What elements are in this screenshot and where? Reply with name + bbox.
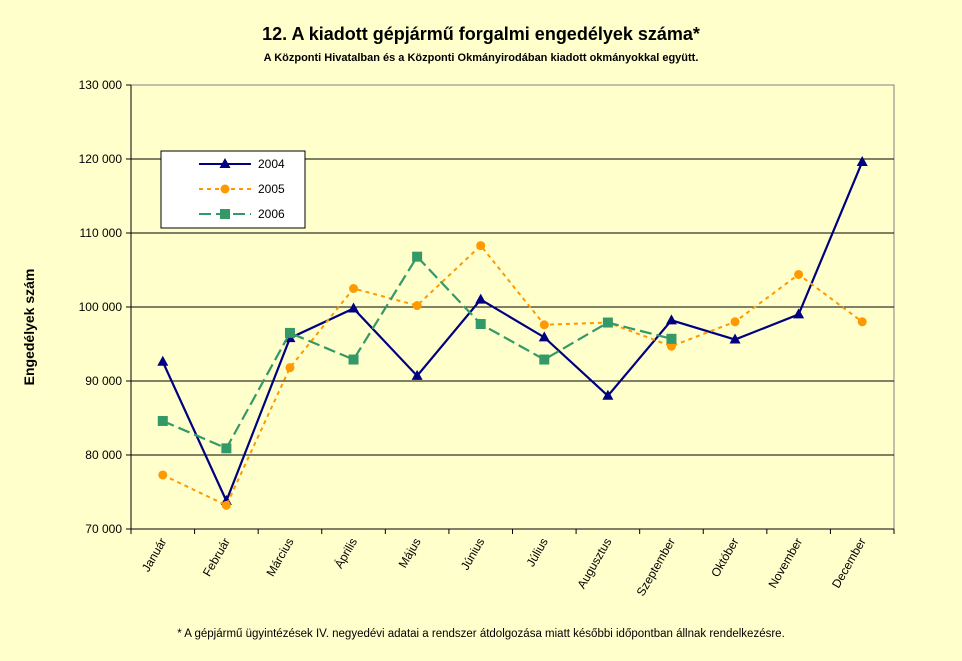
data-point-2006: [666, 333, 677, 344]
data-point-2006: [475, 319, 486, 330]
x-tick-label: Október: [708, 535, 741, 579]
data-point-2005: [857, 317, 867, 327]
data-point-2006: [602, 317, 613, 328]
data-point-2005: [285, 363, 295, 373]
y-tick-label: 70 000: [85, 522, 122, 536]
legend-marker-2004: [219, 158, 231, 168]
data-point-2006: [539, 354, 550, 365]
data-point-2004: [411, 369, 423, 380]
data-point-2004: [793, 308, 805, 319]
chart-subtitle: A Központi Hivatalban és a Központi Okmá…: [263, 52, 699, 64]
x-tick-label: Február: [200, 536, 233, 579]
legend-marker-2006: [220, 209, 230, 219]
series-line-2004: [161, 161, 864, 504]
data-point-2005: [221, 500, 231, 510]
data-point-2006: [157, 415, 168, 426]
legend-marker-2005: [220, 184, 230, 194]
footnote: * A gépjármű ügyintézések IV. negyedévi …: [177, 628, 785, 640]
legend-label: 2004: [258, 157, 285, 171]
y-tick-label: 90 000: [85, 374, 122, 388]
y-tick-label: 130 000: [79, 78, 123, 92]
data-point-2005: [349, 284, 359, 293]
data-point-2004: [475, 293, 487, 304]
y-axis-label: Engedélyek szám: [21, 269, 37, 386]
data-point-2004: [538, 331, 550, 342]
data-point-2006: [221, 443, 232, 454]
x-tick-label: Szeptember: [634, 536, 678, 599]
data-point-2006: [348, 354, 359, 365]
legend-label: 2005: [258, 182, 285, 196]
x-tick-label: Április: [331, 535, 360, 571]
data-point-2005: [158, 470, 168, 480]
series-line-2006: [162, 254, 672, 450]
x-tick-label: Augusztus: [574, 536, 614, 592]
y-tick-label: 120 000: [79, 152, 123, 166]
data-point-2005: [794, 269, 804, 279]
data-point-2006: [412, 251, 423, 262]
x-tick-label: Július: [523, 536, 550, 570]
data-point-2005: [412, 301, 422, 311]
data-point-2004: [729, 333, 741, 344]
x-tick-label: Május: [396, 536, 424, 571]
data-point-2004: [856, 155, 868, 166]
legend-label: 2006: [258, 207, 285, 221]
y-tick-label: 110 000: [80, 226, 123, 240]
y-tick-label: 100 000: [79, 300, 123, 314]
data-point-2005: [666, 341, 676, 351]
data-point-2004: [665, 314, 677, 325]
data-point-2006: [284, 327, 295, 338]
x-tick-label: December: [829, 536, 869, 591]
data-point-2005: [539, 320, 549, 330]
data-point-2004: [602, 389, 614, 400]
data-point-2004: [348, 302, 360, 313]
x-tick-label: Június: [458, 536, 487, 573]
x-tick-label: Január: [139, 536, 169, 575]
x-tick-label: November: [765, 536, 805, 591]
x-tick-label: Március: [263, 536, 296, 579]
data-point-2005: [476, 241, 486, 251]
data-point-2005: [730, 317, 740, 327]
y-tick-label: 80 000: [85, 448, 122, 462]
data-point-2004: [157, 355, 169, 366]
chart-title: 12. A kiadott gépjármű forgalmi engedély…: [262, 24, 700, 44]
